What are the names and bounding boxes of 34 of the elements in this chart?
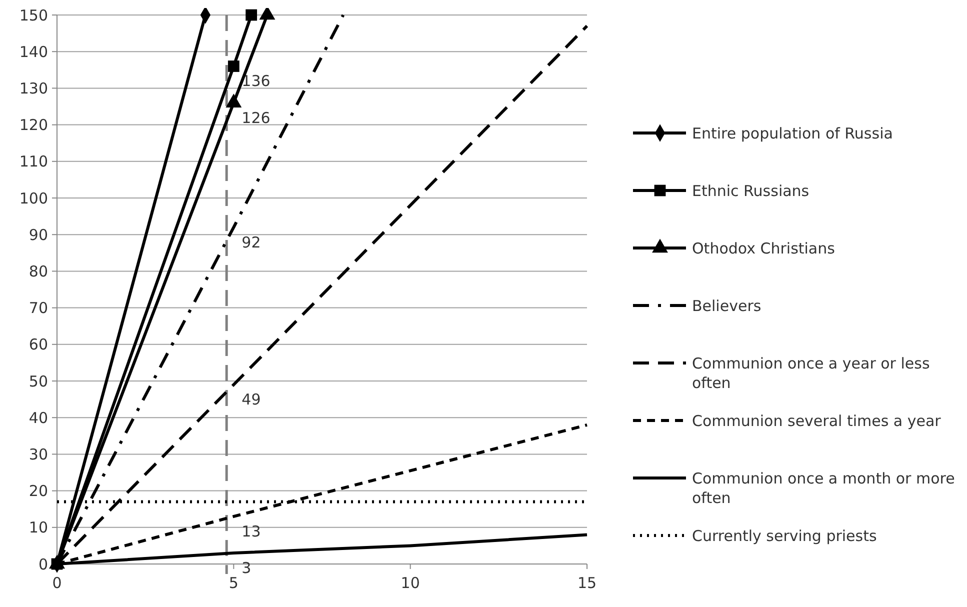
y-tick-label: 110 bbox=[19, 152, 48, 171]
y-tick-label: 130 bbox=[19, 79, 48, 98]
legend-label: Communion once a year or less often bbox=[692, 354, 930, 392]
data-label: 3 bbox=[242, 559, 252, 578]
legend-label: Communion several times a year bbox=[692, 412, 942, 430]
y-tick-label: 90 bbox=[28, 226, 48, 244]
legend-label: Ethnic Russians bbox=[692, 182, 810, 200]
data-label: 49 bbox=[242, 390, 261, 409]
y-tick-label: 10 bbox=[28, 518, 48, 537]
y-tick-label: 140 bbox=[19, 42, 48, 61]
data-label: 13 bbox=[242, 522, 261, 540]
y-tick-label: 120 bbox=[19, 116, 48, 134]
y-tick-label: 100 bbox=[19, 189, 48, 208]
x-tick-label: 0 bbox=[52, 574, 62, 592]
legend-label: Othodox Christians bbox=[692, 239, 836, 258]
x-tick-label: 15 bbox=[577, 574, 597, 592]
x-tick-label: 5 bbox=[228, 574, 238, 592]
data-label: 136 bbox=[242, 72, 270, 90]
y-tick-label: 150 bbox=[19, 6, 48, 24]
y-tick-label: 50 bbox=[28, 372, 48, 390]
legend-label: Currently serving priests bbox=[692, 526, 877, 545]
y-tick-label: 0 bbox=[38, 555, 48, 574]
data-label: 126 bbox=[242, 108, 270, 127]
y-tick-label: 40 bbox=[28, 408, 48, 427]
y-tick-label: 30 bbox=[28, 445, 48, 464]
data-label: 92 bbox=[242, 233, 261, 252]
y-tick-label: 70 bbox=[28, 299, 48, 318]
y-tick-label: 80 bbox=[28, 262, 48, 280]
x-tick-label: 10 bbox=[400, 574, 420, 592]
legend-label: Entire population of Russia bbox=[692, 124, 893, 142]
legend-label: Communion once a month or more often bbox=[692, 469, 955, 507]
legend-label: Believers bbox=[692, 296, 762, 315]
y-tick-label: 60 bbox=[28, 336, 48, 354]
y-tick-label: 20 bbox=[28, 482, 48, 500]
